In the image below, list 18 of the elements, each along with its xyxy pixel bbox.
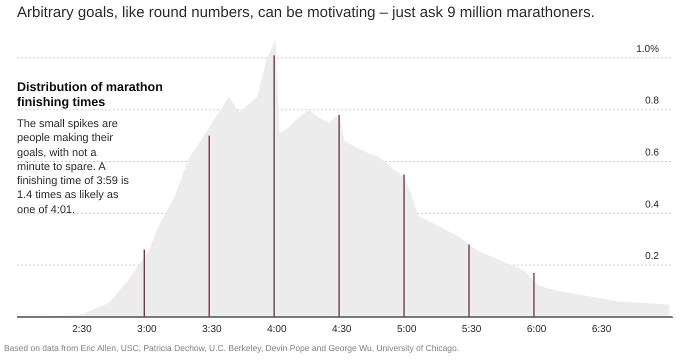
x-tick-label: 6:00	[526, 324, 547, 336]
chart-title: Arbitrary goals, like round numbers, can be motivating – just ask 9 million marathoners.	[17, 4, 595, 21]
annotation: The small spikes are people making their goals, with not a minute to spare. A finishing time of 3:59 is 1.4 times as likely as one of 4:01.	[17, 117, 129, 218]
text: Based on data from Eric Allen, USC, Patricia Dechow, U.C. Berkeley, Devin Pope and George Wu, University of Chicago.	[4, 343, 460, 353]
x-tick-label: 2:30	[72, 324, 92, 336]
x-tick-label: 6:30	[592, 324, 612, 336]
x-tick-label: 3:00	[137, 324, 158, 336]
y-tick-label: 0.6	[645, 148, 660, 159]
x-tick-label: 5:00	[396, 324, 417, 336]
y-tick-label: 0.4	[645, 199, 660, 210]
x-tick-label: 4:00	[267, 324, 287, 336]
y-tick-label: 1.0%	[636, 44, 660, 55]
x-tick-label: 5:30	[462, 324, 482, 336]
x-tick-label: 3:30	[202, 324, 222, 336]
y-tick-label: 0.8	[645, 96, 660, 107]
y-tick-label: 0.2	[645, 251, 660, 262]
x-tick-label: 4:30	[332, 324, 352, 336]
annotation: Distribution of marathon finishing times	[17, 80, 164, 110]
